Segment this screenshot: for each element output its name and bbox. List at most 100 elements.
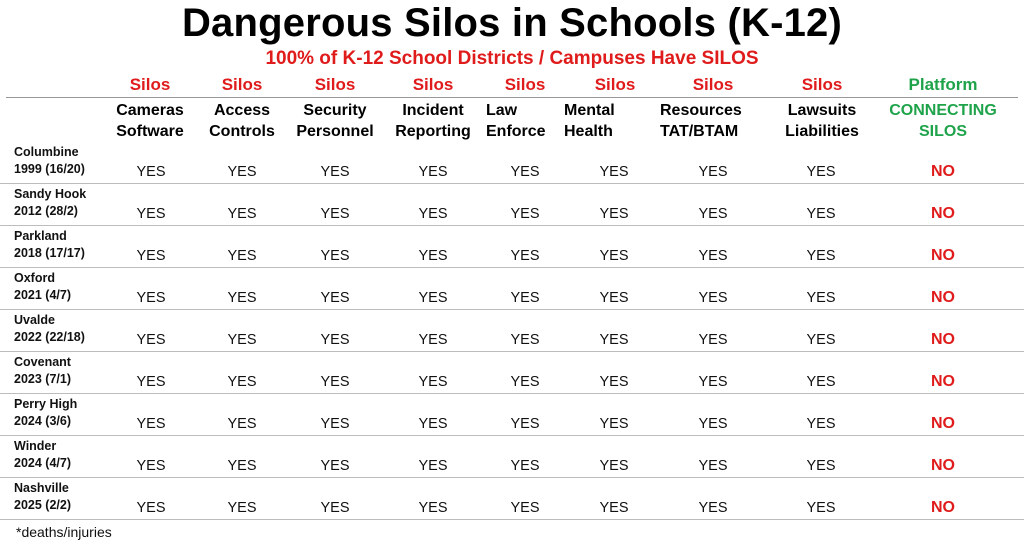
yes-cell: YES	[510, 374, 540, 390]
table-row: Winder 2024 (4/7) YES YES YES YES YES YES YES YES…	[0, 436, 1024, 478]
yes-cell: YES	[136, 374, 166, 390]
no-cell: NO	[931, 205, 955, 222]
incident-name: Sandy Hook	[14, 187, 87, 201]
yes-cell: YES	[320, 164, 350, 180]
incident-name: Winder	[14, 439, 57, 453]
yes-cell: YES	[510, 458, 540, 474]
yes-cell: YES	[806, 332, 836, 348]
incident-label: Winder 2024 (4/7)	[14, 438, 114, 472]
incident-name: Perry High	[14, 397, 78, 411]
group-label: Silos	[504, 75, 546, 94]
yes-cell: YES	[510, 206, 540, 222]
yes-cell: YES	[227, 332, 257, 348]
column-header-row: Cameras Software Access Controls Security P…	[0, 100, 1024, 144]
incident-detail: 2024 (3/6)	[14, 414, 71, 428]
yes-cell: YES	[599, 248, 629, 264]
no-cell: NO	[931, 331, 955, 348]
yes-cell: YES	[227, 500, 257, 516]
yes-cell: YES	[599, 416, 629, 432]
no-cell: NO	[931, 373, 955, 390]
yes-cell: YES	[136, 458, 166, 474]
yes-cell: YES	[806, 290, 836, 306]
incident-label: Columbine 1999 (16/20)	[14, 144, 114, 178]
group-label: Silos	[221, 75, 263, 94]
table-row: Perry High 2024 (3/6) YES YES YES YES YES YES YE…	[0, 394, 1024, 436]
group-label: Silos	[594, 75, 636, 94]
yes-cell: YES	[227, 164, 257, 180]
yes-cell: YES	[418, 416, 448, 432]
yes-cell: YES	[599, 458, 629, 474]
incident-detail: 2024 (4/7)	[14, 456, 71, 470]
yes-cell: YES	[227, 206, 257, 222]
yes-cell: YES	[806, 416, 836, 432]
incident-detail: 2018 (17/17)	[14, 246, 85, 260]
no-cell: NO	[931, 163, 955, 180]
yes-cell: YES	[510, 332, 540, 348]
table-row: Uvalde 2022 (22/18) YES YES YES YES YES YES YES Y…	[0, 310, 1024, 352]
group-label: Silos	[314, 75, 356, 94]
yes-cell: YES	[698, 500, 728, 516]
no-cell: NO	[931, 289, 955, 306]
incident-detail: 1999 (16/20)	[14, 162, 85, 176]
yes-cell: YES	[136, 206, 166, 222]
yes-cell: YES	[599, 164, 629, 180]
yes-cell: YES	[418, 206, 448, 222]
yes-cell: YES	[698, 164, 728, 180]
incident-detail: 2025 (2/2)	[14, 498, 71, 512]
yes-cell: YES	[227, 416, 257, 432]
table-row: Columbine 1999 (16/20) YES YES YES YES YES YES Y…	[0, 142, 1024, 184]
yes-cell: YES	[698, 416, 728, 432]
no-cell: NO	[931, 415, 955, 432]
column-header: Access Controls	[209, 102, 275, 140]
yes-cell: YES	[698, 290, 728, 306]
yes-cell: YES	[136, 332, 166, 348]
incident-label: Parkland 2018 (17/17)	[14, 228, 114, 262]
yes-cell: YES	[806, 500, 836, 516]
group-label: Silos	[801, 75, 843, 94]
column-header: Mental Health	[564, 102, 615, 140]
incident-table: Columbine 1999 (16/20) YES YES YES YES YES YES Y…	[0, 142, 1024, 520]
yes-cell: YES	[418, 248, 448, 264]
incident-name: Parkland	[14, 229, 67, 243]
group-header-row: Silos Silos Silos Silos Silos Silos Silo…	[0, 74, 1024, 96]
yes-cell: YES	[320, 458, 350, 474]
incident-label: Covenant 2023 (7/1)	[14, 354, 114, 388]
table-row: Parkland 2018 (17/17) YES YES YES YES YES YES YE…	[0, 226, 1024, 268]
incident-detail: 2023 (7/1)	[14, 372, 71, 386]
platform-group-label: Platform	[908, 75, 978, 94]
yes-cell: YES	[418, 332, 448, 348]
yes-cell: YES	[320, 206, 350, 222]
column-header: Resources TAT/BTAM	[660, 102, 742, 140]
no-cell: NO	[931, 457, 955, 474]
yes-cell: YES	[698, 332, 728, 348]
incident-name: Columbine	[14, 145, 79, 159]
table-row: Covenant 2023 (7/1) YES YES YES YES YES YES YES Y…	[0, 352, 1024, 394]
yes-cell: YES	[510, 500, 540, 516]
yes-cell: YES	[698, 248, 728, 264]
yes-cell: YES	[599, 332, 629, 348]
yes-cell: YES	[418, 290, 448, 306]
group-label: Silos	[129, 75, 171, 94]
yes-cell: YES	[806, 206, 836, 222]
yes-cell: YES	[418, 500, 448, 516]
yes-cell: YES	[136, 290, 166, 306]
yes-cell: YES	[320, 500, 350, 516]
yes-cell: YES	[806, 248, 836, 264]
table-row: Sandy Hook 2012 (28/2) YES YES YES YES YES YES Y…	[0, 184, 1024, 226]
column-header: Security Personnel	[296, 102, 374, 140]
yes-cell: YES	[599, 290, 629, 306]
yes-cell: YES	[320, 290, 350, 306]
table-row: Oxford 2021 (4/7) YES YES YES YES YES YES YES YES…	[0, 268, 1024, 310]
page-subtitle: 100% of K-12 School Districts / Campuses…	[265, 48, 759, 69]
yes-cell: YES	[320, 332, 350, 348]
incident-name: Oxford	[14, 271, 55, 285]
incident-label: Uvalde 2022 (22/18)	[14, 312, 114, 346]
yes-cell: YES	[320, 248, 350, 264]
incident-detail: 2012 (28/2)	[14, 204, 78, 218]
yes-cell: YES	[806, 164, 836, 180]
yes-cell: YES	[510, 164, 540, 180]
incident-name: Uvalde	[14, 313, 55, 327]
yes-cell: YES	[806, 374, 836, 390]
yes-cell: YES	[599, 500, 629, 516]
yes-cell: YES	[599, 206, 629, 222]
